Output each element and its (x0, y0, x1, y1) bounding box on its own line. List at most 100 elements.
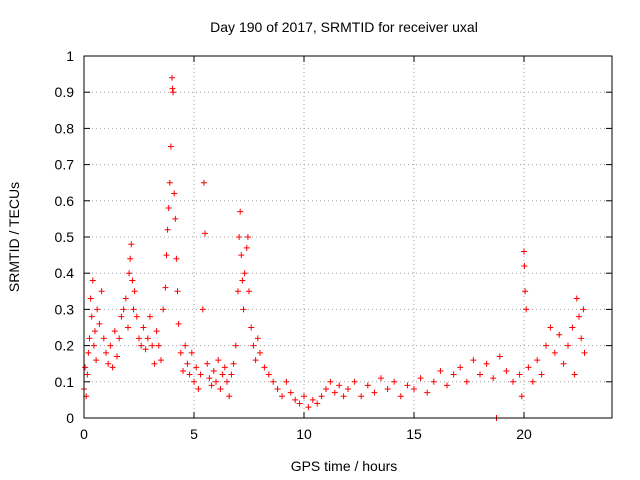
x-tick-label: 20 (516, 426, 532, 442)
x-axis-label: GPS time / hours (291, 458, 398, 474)
data-point (244, 234, 251, 240)
data-point (133, 313, 140, 320)
data-point (265, 371, 272, 378)
data-point (274, 386, 281, 393)
y-axis-label: SRMTID / TECUs (6, 182, 22, 292)
data-point (371, 389, 378, 396)
data-point (202, 230, 208, 237)
y-tick-label: 0.9 (55, 84, 75, 100)
data-point (199, 306, 206, 313)
data-point (140, 324, 147, 331)
data-point (208, 382, 215, 389)
data-point (323, 386, 329, 393)
chart-title: Day 190 of 2017, SRMTID for receiver uxa… (210, 19, 478, 35)
data-point (547, 324, 554, 331)
x-tick-labels: 0 5 10 15 20 (80, 426, 532, 442)
data-point (89, 277, 96, 284)
data-point (236, 234, 243, 240)
data-point (490, 375, 497, 382)
data-point (177, 349, 184, 356)
data-point (305, 404, 312, 411)
data-point (125, 324, 131, 331)
data-point (206, 375, 213, 382)
data-point (173, 255, 180, 262)
data-point (174, 288, 181, 295)
data-point (345, 386, 351, 393)
y-tick-label: 0.3 (55, 301, 75, 317)
data-point (107, 342, 114, 349)
data-point (248, 324, 255, 331)
x-tick-label: 15 (406, 426, 422, 442)
data-point (417, 375, 424, 382)
axis-ticks (83, 55, 612, 419)
data-point (364, 382, 371, 389)
data-point (200, 179, 207, 186)
x-tick-label: 5 (190, 426, 198, 442)
data-point (391, 378, 398, 385)
data-point (195, 386, 202, 393)
data-point (283, 378, 290, 385)
data-point (118, 313, 125, 320)
data-point (270, 378, 277, 385)
data-point (336, 382, 343, 389)
data-point (172, 215, 179, 222)
data-point (186, 371, 193, 378)
data-point (230, 360, 237, 367)
data-point (182, 342, 189, 349)
data-point (155, 342, 162, 349)
data-point (169, 74, 175, 81)
x-tick-label: 0 (80, 426, 88, 442)
data-point (252, 357, 259, 364)
data-point (496, 353, 503, 360)
data-point (292, 396, 299, 403)
data-point (105, 360, 112, 367)
x-tick-label: 10 (296, 426, 312, 442)
data-point (180, 367, 186, 374)
data-point (250, 342, 257, 349)
data-point (581, 349, 588, 356)
data-point (510, 378, 516, 385)
data-point (193, 364, 200, 371)
data-point (314, 400, 321, 407)
data-points (81, 74, 588, 421)
data-point (171, 190, 178, 197)
data-point (175, 320, 182, 327)
data-point (327, 378, 334, 385)
data-point (116, 335, 123, 342)
data-point (204, 360, 211, 367)
data-point (296, 400, 303, 407)
y-tick-label: 0.7 (55, 157, 75, 173)
data-point (457, 364, 464, 371)
data-point (571, 371, 578, 378)
data-point (301, 393, 307, 400)
data-point (120, 306, 127, 313)
data-point (331, 389, 338, 396)
data-point (114, 353, 120, 360)
data-point (170, 89, 177, 96)
data-point (93, 357, 100, 364)
data-point (191, 378, 197, 385)
data-point (565, 342, 571, 349)
data-point (556, 331, 563, 338)
data-point (213, 378, 219, 385)
data-point (318, 393, 325, 400)
data-point (576, 313, 582, 320)
data-point (522, 288, 529, 295)
data-point (219, 371, 226, 378)
data-point (88, 313, 95, 320)
data-point (128, 241, 135, 248)
data-point (287, 389, 294, 396)
data-point (573, 295, 580, 302)
data-point (543, 342, 549, 349)
data-point (126, 270, 133, 277)
data-point (351, 378, 358, 385)
data-point (444, 382, 450, 389)
data-point (397, 393, 404, 400)
data-point (127, 255, 134, 262)
data-point (103, 349, 109, 356)
data-point (226, 393, 233, 400)
data-point (254, 335, 261, 342)
data-point (228, 371, 235, 378)
data-point (340, 393, 347, 400)
